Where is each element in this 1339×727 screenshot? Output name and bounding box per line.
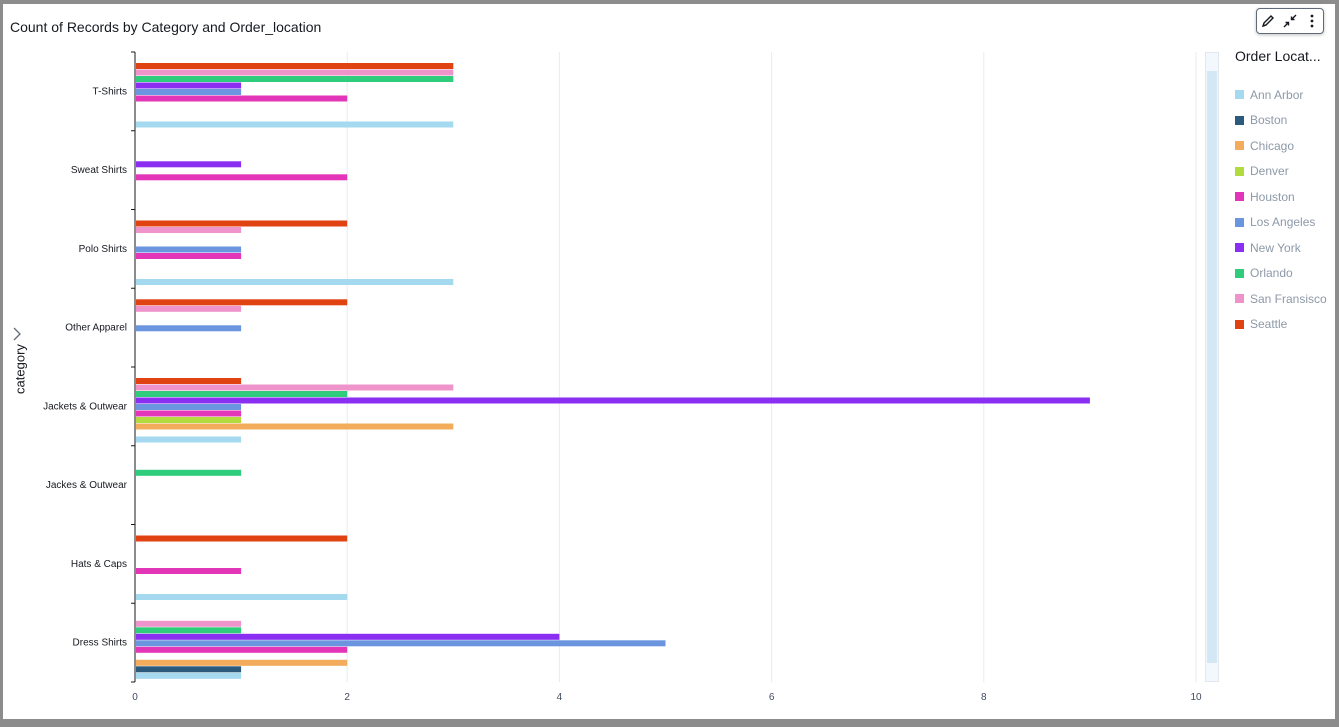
category-label: Sweat Shirts bbox=[71, 165, 127, 176]
bar bbox=[136, 227, 242, 233]
visual-panel: Count of Records by Category and Order_l… bbox=[3, 4, 1335, 719]
legend-label: Boston bbox=[1250, 113, 1288, 128]
legend-item[interactable]: Houston bbox=[1235, 184, 1335, 210]
bar bbox=[136, 640, 666, 647]
bar bbox=[136, 417, 242, 423]
bar bbox=[136, 76, 454, 82]
bar bbox=[136, 627, 242, 634]
bar bbox=[136, 161, 242, 168]
bar bbox=[136, 659, 348, 666]
legend-swatch bbox=[1235, 192, 1244, 202]
category-label: Jackes & Outwear bbox=[46, 480, 128, 491]
legend-item[interactable]: Ann Arbor bbox=[1235, 82, 1335, 108]
legend-item[interactable]: Los Angeles bbox=[1235, 210, 1335, 236]
bar-chart: 0 2 4 6 8 10 T-Shirts Sweat Shirts Polo Shirts Ot… bbox=[43, 51, 1202, 703]
x-tick-label: 6 bbox=[769, 692, 775, 703]
legend-swatch bbox=[1235, 115, 1244, 125]
edit-pencil-icon[interactable] bbox=[1259, 12, 1277, 30]
bar bbox=[136, 469, 242, 476]
bar bbox=[136, 404, 242, 410]
bar bbox=[136, 299, 348, 306]
bar bbox=[136, 95, 348, 102]
x-tick-label: 4 bbox=[557, 692, 563, 703]
bar bbox=[136, 305, 242, 312]
legend-title: Order Locat... bbox=[1235, 48, 1321, 64]
visual-toolbar bbox=[1256, 8, 1324, 34]
legend-swatch bbox=[1235, 141, 1244, 151]
x-tick-label: 8 bbox=[981, 692, 987, 703]
legend-item[interactable]: Denver bbox=[1235, 159, 1335, 185]
legend-label: Los Angeles bbox=[1250, 215, 1316, 230]
bar bbox=[136, 410, 242, 417]
bar bbox=[136, 384, 454, 391]
category-label: Jackets & Outwear bbox=[43, 401, 128, 412]
bar bbox=[136, 63, 454, 69]
x-tick-label: 10 bbox=[1190, 692, 1202, 703]
collapse-arrows-icon[interactable] bbox=[1281, 12, 1299, 30]
bar bbox=[136, 279, 454, 285]
x-tick-label: 2 bbox=[344, 692, 350, 703]
bar bbox=[136, 89, 242, 95]
bar bbox=[136, 397, 1090, 404]
bar bbox=[136, 633, 560, 640]
category-label: Other Apparel bbox=[65, 323, 127, 334]
bar bbox=[136, 594, 348, 600]
legend-item[interactable]: Boston bbox=[1235, 108, 1335, 134]
legend-label: Chicago bbox=[1250, 138, 1295, 153]
legend-label: Houston bbox=[1250, 189, 1295, 204]
legend-label: Seattle bbox=[1250, 317, 1288, 332]
scrollbar-thumb[interactable] bbox=[1207, 71, 1217, 663]
y-axis-title[interactable]: category bbox=[3, 324, 37, 414]
legend-swatch bbox=[1235, 217, 1244, 227]
bar bbox=[136, 121, 454, 128]
legend: Order Locat... Ann Arbor Boston Chicago Den… bbox=[1235, 46, 1335, 337]
more-options-icon[interactable] bbox=[1303, 12, 1321, 30]
bar bbox=[136, 423, 454, 430]
legend-scrollbar[interactable] bbox=[1205, 52, 1219, 682]
bar bbox=[136, 253, 242, 259]
legend-item[interactable]: Seattle bbox=[1235, 312, 1335, 338]
bar bbox=[136, 246, 242, 253]
category-label: Polo Shirts bbox=[79, 244, 127, 255]
bar bbox=[136, 666, 242, 673]
legend-item[interactable]: San Fransisco bbox=[1235, 286, 1335, 312]
bar bbox=[136, 378, 242, 384]
legend-label: New York bbox=[1250, 240, 1301, 255]
legend-label: Denver bbox=[1250, 164, 1289, 179]
legend-swatch bbox=[1235, 319, 1244, 329]
legend-item[interactable]: Chicago bbox=[1235, 133, 1335, 159]
bar bbox=[136, 672, 242, 679]
bar bbox=[136, 69, 454, 76]
bar bbox=[136, 325, 242, 332]
category-label: Hats & Caps bbox=[71, 559, 127, 570]
legend-label: Ann Arbor bbox=[1250, 87, 1304, 102]
legend-swatch bbox=[1235, 90, 1244, 100]
bar bbox=[136, 391, 348, 397]
category-label: T-Shirts bbox=[93, 86, 127, 97]
category-label: Dress Shirts bbox=[73, 638, 127, 649]
legend-item[interactable]: New York bbox=[1235, 235, 1335, 261]
legend-label: San Fransisco bbox=[1250, 291, 1327, 306]
x-tick-label: 0 bbox=[132, 692, 138, 703]
bar bbox=[136, 568, 242, 574]
bar bbox=[136, 436, 242, 443]
legend-swatch bbox=[1235, 243, 1244, 253]
bar bbox=[136, 220, 348, 227]
bar bbox=[136, 646, 348, 653]
legend-swatch bbox=[1235, 294, 1244, 304]
legend-swatch bbox=[1235, 166, 1244, 176]
bar bbox=[136, 82, 242, 89]
legend-swatch bbox=[1235, 268, 1244, 278]
bar bbox=[136, 620, 242, 627]
chart-title: Count of Records by Category and Order_l… bbox=[10, 19, 322, 35]
bar bbox=[136, 535, 348, 542]
legend-label: Orlando bbox=[1250, 266, 1293, 281]
legend-item[interactable]: Orlando bbox=[1235, 261, 1335, 287]
bar bbox=[136, 174, 348, 181]
chevron-right-icon bbox=[12, 327, 22, 346]
